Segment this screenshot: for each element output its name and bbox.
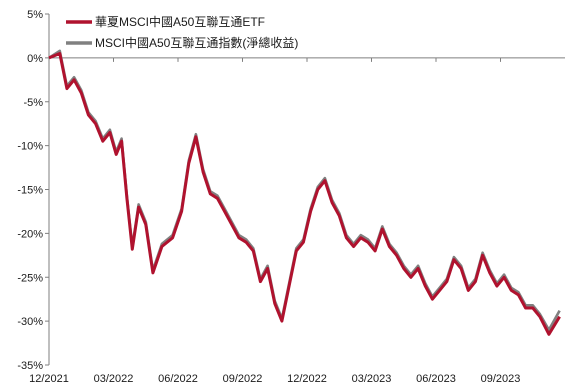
y-tick-label: -5% — [23, 97, 43, 109]
x-tick-label: 09/2023 — [481, 373, 521, 383]
chart-legend: 華夏MSCI中國A50互聯互通ETF MSCI中國A50互聯互通指數(淨總收益) — [66, 14, 298, 50]
y-tick-label: -35% — [17, 360, 43, 372]
x-tick-label: 03/2023 — [352, 373, 392, 383]
chart-axes: 5% 0% -5% -10% -15% -20% -25% -30% -35%12/2021 03… — [17, 9, 565, 383]
x-tick-label: 12/2021 — [29, 373, 69, 383]
x-tick-label: 06/2022 — [158, 373, 198, 383]
series-line-1 — [48, 52, 561, 336]
legend-label-1: 華夏MSCI中國A50互聯互通ETF — [95, 14, 265, 29]
y-tick-label: 0% — [27, 53, 43, 65]
series-layer — [48, 49, 561, 336]
x-tick-label: 06/2023 — [416, 373, 456, 383]
x-tick-label: 03/2022 — [94, 373, 134, 383]
x-tick-label: 12/2022 — [287, 373, 327, 383]
x-tick-label: 09/2022 — [223, 373, 263, 383]
legend-label-2: MSCI中國A50互聯互通指數(淨總收益) — [95, 35, 298, 50]
y-tick-label: -30% — [17, 316, 43, 328]
y-tick-label: 5% — [27, 9, 43, 21]
y-tick-label: -15% — [17, 185, 43, 197]
y-tick-label: -10% — [17, 141, 43, 153]
y-tick-label: -25% — [17, 272, 43, 284]
y-tick-label: -20% — [17, 228, 43, 240]
